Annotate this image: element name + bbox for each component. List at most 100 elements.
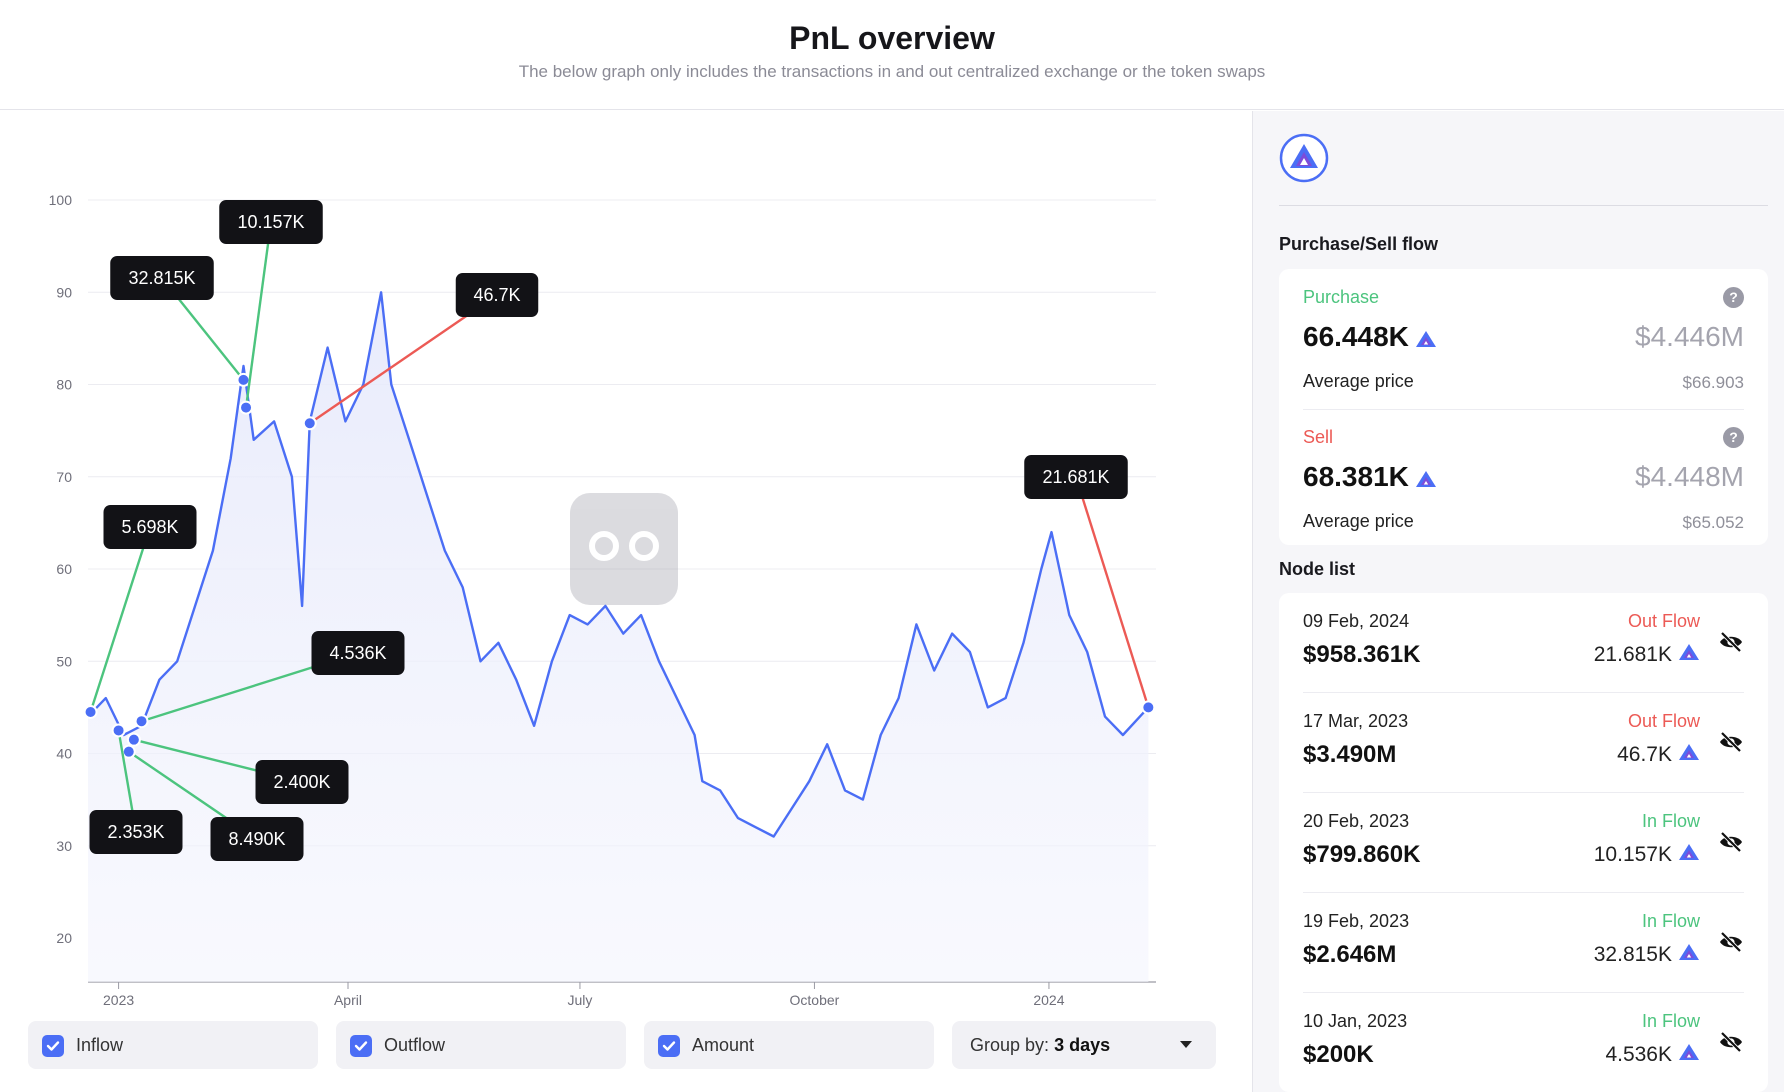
node-date: 19 Feb, 2023 — [1303, 911, 1410, 931]
flow-marker[interactable] — [126, 732, 141, 747]
marker-label: 4.536K — [329, 643, 386, 663]
purchase-sell-title: Purchase/Sell flow — [1279, 234, 1439, 254]
node-value: $799.860K — [1303, 841, 1421, 868]
purchase-avg-label: Average price — [1303, 371, 1414, 391]
outflow-toggle[interactable]: Outflow — [336, 1021, 626, 1069]
marker-tooltip — [255, 760, 349, 804]
node-value: $200K — [1303, 1041, 1374, 1068]
node-item[interactable]: 09 Feb, 2024 $958.361K Out Flow 21.681K — [1303, 593, 1744, 693]
help-icon[interactable]: ? — [1723, 287, 1744, 308]
page-subtitle: The below graph only includes the transa… — [518, 62, 1266, 81]
token-icon — [1678, 1043, 1700, 1067]
page-title: PnL overview — [789, 20, 995, 56]
marker-tooltip — [103, 505, 197, 549]
token-icon — [1415, 463, 1437, 495]
watermark-logo-icon — [570, 493, 678, 605]
marker-tooltip — [1024, 455, 1128, 499]
checkbox-checked-icon[interactable] — [350, 1035, 372, 1057]
marker-label: 8.490K — [228, 829, 285, 849]
eye-off-icon[interactable] — [1718, 929, 1744, 955]
chevron-down-icon — [1180, 1041, 1192, 1048]
node-list: 09 Feb, 2024 $958.361K Out Flow 21.681K 17 M… — [1279, 593, 1768, 1092]
group-by-value: 3 days — [1054, 1035, 1111, 1055]
sell-amount: 68.381K — [1303, 461, 1437, 495]
node-item[interactable]: 20 Feb, 2023 $799.860K In Flow 10.157K — [1303, 793, 1744, 893]
group-by-select[interactable]: Group by: 3 days — [952, 1021, 1216, 1069]
token-icon — [1678, 743, 1700, 767]
node-amount: 10.157K — [1594, 843, 1700, 867]
y-tick-label: 70 — [56, 469, 72, 485]
token-icon — [1678, 843, 1700, 867]
flow-marker[interactable] — [83, 704, 98, 719]
x-tick-label: July — [567, 992, 592, 1008]
checkbox-checked-icon[interactable] — [658, 1035, 680, 1057]
token-logo-icon — [1279, 133, 1329, 183]
amount-label: Amount — [692, 1035, 755, 1055]
inflow-toggle[interactable]: Inflow — [28, 1021, 318, 1069]
token-icon — [1415, 323, 1437, 355]
flow-marker[interactable] — [1141, 700, 1156, 715]
marker-connector — [89, 526, 152, 713]
marker-connector — [1074, 476, 1150, 708]
flow-marker[interactable] — [302, 416, 317, 431]
purchase-label: Purchase — [1303, 287, 1380, 307]
marker-label: 10.157K — [237, 212, 304, 232]
marker-tooltip — [219, 200, 323, 244]
eye-off-icon[interactable] — [1718, 629, 1744, 655]
divider — [1303, 409, 1744, 410]
sell-avg-label: Average price — [1303, 511, 1414, 531]
purchase-avg-value: $66.903 — [1682, 373, 1744, 392]
flow-marker[interactable] — [236, 372, 251, 387]
y-tick-label: 100 — [49, 192, 73, 208]
eye-off-icon[interactable] — [1718, 729, 1744, 755]
sell-label: Sell — [1303, 427, 1334, 447]
marker-label: 21.681K — [1042, 467, 1109, 487]
marker-label: 46.7K — [473, 285, 520, 305]
token-icon — [1678, 943, 1700, 967]
y-tick-label: 50 — [56, 653, 72, 669]
node-item[interactable]: 10 Jan, 2023 $200K In Flow 4.536K — [1303, 993, 1744, 1092]
eye-off-icon[interactable] — [1718, 1029, 1744, 1055]
marker-tooltip — [89, 810, 183, 854]
marker-label: 2.353K — [107, 822, 164, 842]
node-date: 20 Feb, 2023 — [1303, 811, 1410, 831]
group-by-label: Group by: 3 days — [970, 1035, 1111, 1055]
divider — [1279, 205, 1768, 206]
purchase-usd: $4.446M — [1635, 321, 1744, 352]
help-icon[interactable]: ? — [1723, 427, 1744, 448]
amount-toggle[interactable]: Amount — [644, 1021, 934, 1069]
price-line — [87, 291, 1150, 838]
node-date: 17 Mar, 2023 — [1303, 711, 1409, 731]
node-amount: 46.7K — [1617, 743, 1700, 767]
marker-tooltip — [110, 256, 214, 300]
node-flow-type: Out Flow — [1627, 611, 1700, 631]
eye-off-icon[interactable] — [1718, 829, 1744, 855]
node-item[interactable]: 17 Mar, 2023 $3.490M Out Flow 46.7K — [1303, 693, 1744, 793]
y-tick-label: 90 — [56, 284, 72, 300]
node-flow-type: In Flow — [1641, 811, 1700, 831]
flow-marker[interactable] — [121, 744, 136, 759]
marker-tooltip — [455, 273, 539, 317]
marker-tooltip — [311, 631, 405, 675]
sidebar: Purchase/Sell flow Purchase ? 66.448K $4… — [1252, 111, 1784, 1092]
flow-marker[interactable] — [239, 400, 254, 415]
marker-label: 5.698K — [121, 517, 178, 537]
marker-label: 2.400K — [273, 772, 330, 792]
checkbox-checked-icon[interactable] — [42, 1035, 64, 1057]
node-amount: 4.536K — [1605, 1043, 1700, 1067]
node-list-title: Node list — [1279, 559, 1356, 579]
sell-block: Sell ? 68.381K $4.448M Average price $65… — [1303, 427, 1744, 567]
node-value: $3.490M — [1303, 741, 1397, 768]
marker-label: 32.815K — [128, 268, 195, 288]
y-tick-label: 20 — [56, 930, 72, 946]
pnl-chart[interactable]: 20 30 40 50 60 70 80 90 100 2023 April July October 2… — [0, 111, 1252, 1011]
flow-marker[interactable] — [111, 723, 126, 738]
node-item[interactable]: 19 Feb, 2023 $2.646M In Flow 32.815K — [1303, 893, 1744, 993]
outflow-label: Outflow — [384, 1035, 446, 1055]
sell-usd: $4.448M — [1635, 461, 1744, 492]
node-value: $2.646M — [1303, 941, 1397, 968]
page-header: PnL overview The below graph only includ… — [0, 0, 1784, 110]
y-tick-label: 30 — [56, 838, 72, 854]
flow-marker[interactable] — [134, 714, 149, 729]
y-tick-label: 60 — [56, 561, 72, 577]
